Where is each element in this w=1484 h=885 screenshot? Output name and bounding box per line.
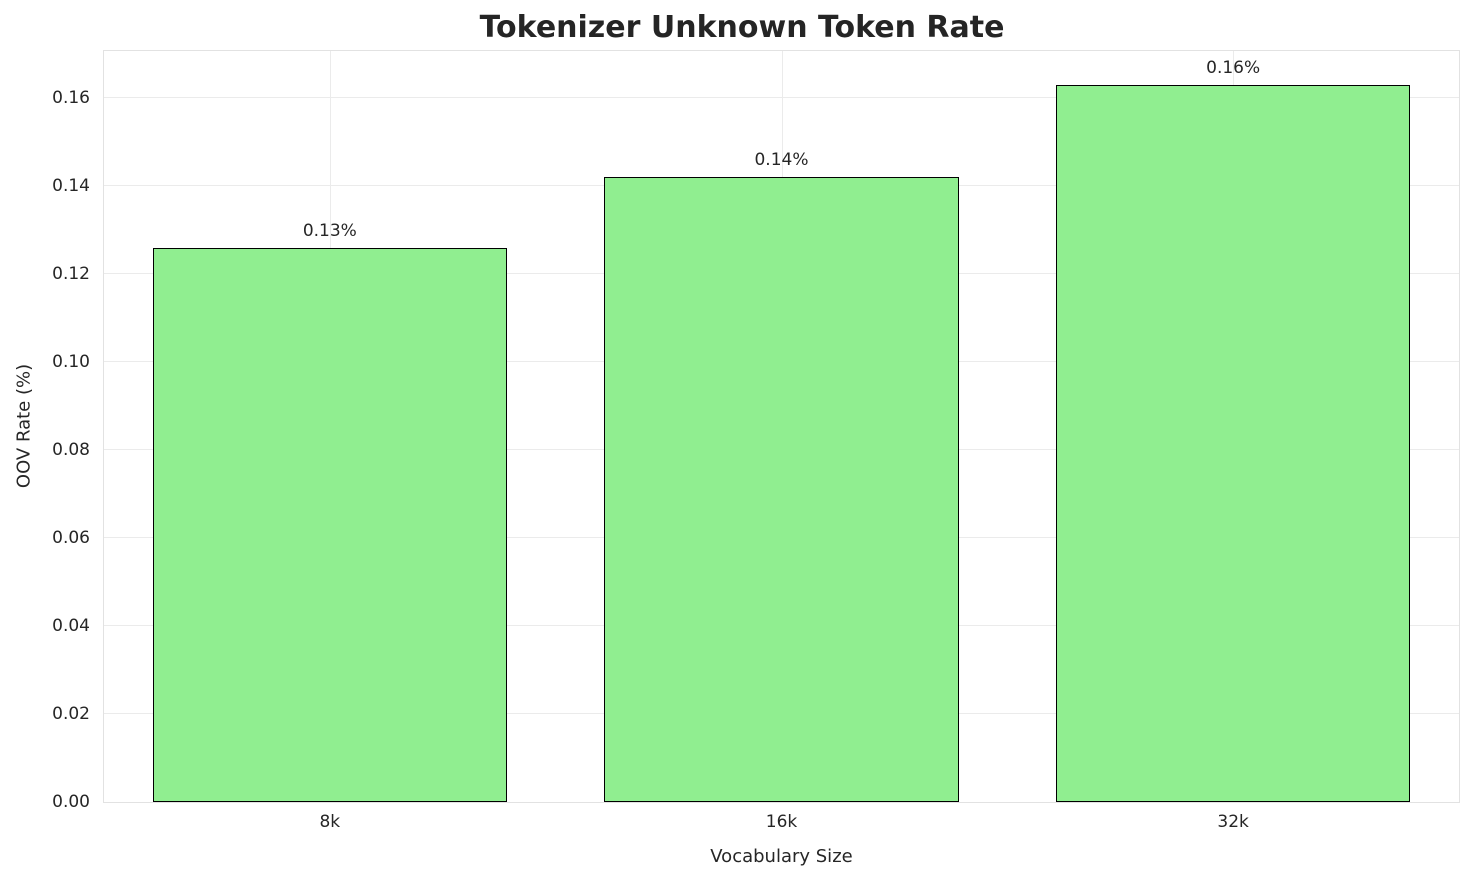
x-tick-label: 16k	[765, 812, 798, 832]
x-tick-label: 8k	[319, 812, 341, 832]
y-tick-label: 0.14	[52, 176, 90, 197]
x-tick-label: 32k	[1217, 812, 1249, 832]
y-tick-label: 0.02	[52, 704, 90, 725]
y-tick-label: 0.08	[52, 440, 90, 461]
plot-area: 0.00 0.02 0.04 0.06 0.08 0.10 0.12 0.14 0.16 0.13…	[52, 50, 1460, 832]
bar	[1055, 84, 1411, 802]
bar-value-label: 0.13%	[302, 220, 357, 241]
y-tick-label: 0.10	[52, 352, 90, 373]
x-axis-title: Vocabulary Size	[710, 846, 853, 867]
y-tick-label: 0.00	[52, 792, 90, 812]
y-tick-label: 0.12	[52, 264, 90, 285]
bar	[152, 247, 508, 802]
bar	[604, 177, 959, 802]
y-tick-label: 0.04	[52, 616, 90, 637]
chart-title: Tokenizer Unknown Token Rate	[479, 10, 1005, 45]
y-axis-title: OOV Rate (%)	[13, 363, 35, 489]
y-tick-label: 0.06	[52, 528, 90, 549]
bar-value-label: 0.16%	[1206, 57, 1261, 78]
y-tick-label: 0.16	[52, 88, 90, 109]
bar-value-label: 0.14%	[754, 150, 809, 171]
